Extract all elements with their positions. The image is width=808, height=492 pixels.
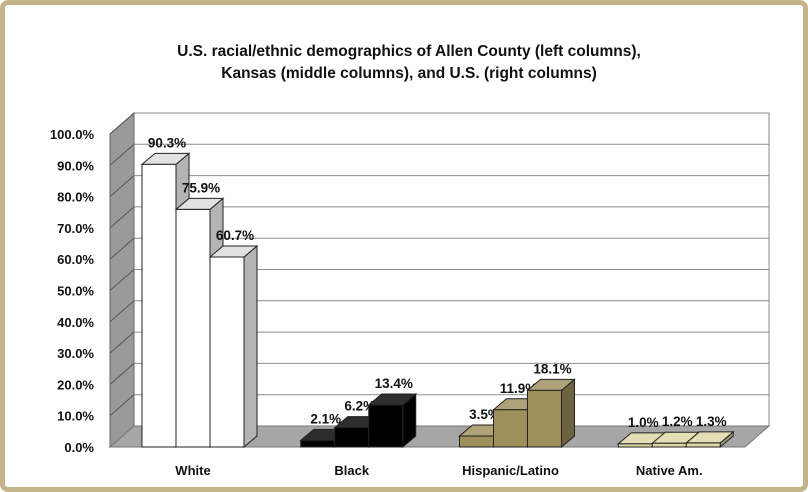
bar bbox=[685, 442, 721, 448]
bar bbox=[527, 389, 562, 448]
data-label: 60.7% bbox=[216, 228, 254, 243]
data-label: 75.9% bbox=[182, 180, 220, 195]
data-label: 13.4% bbox=[375, 376, 413, 391]
y-tick-label: 90.0% bbox=[57, 158, 94, 173]
gridline-side bbox=[109, 300, 135, 323]
bar bbox=[651, 442, 687, 448]
bar bbox=[617, 443, 653, 448]
chart-title-line-1: U.S. racial/ethnic demographics of Allen… bbox=[177, 43, 641, 60]
y-tick-label: 100.0% bbox=[50, 127, 95, 142]
x-tick-label: Native Am. bbox=[636, 463, 703, 478]
chart-title: U.S. racial/ethnic demographics of Allen… bbox=[5, 41, 808, 85]
y-tick-label: 50.0% bbox=[57, 284, 94, 299]
gridline-side bbox=[109, 269, 135, 291]
data-label: 1.0% bbox=[628, 415, 659, 430]
bar bbox=[493, 409, 528, 448]
y-tick-label: 30.0% bbox=[57, 346, 94, 361]
y-tick-label: 40.0% bbox=[57, 315, 94, 330]
gridline-side bbox=[109, 175, 135, 197]
y-tick-label: 10.0% bbox=[57, 409, 94, 424]
data-label: 6.2% bbox=[344, 399, 375, 414]
data-label: 1.3% bbox=[696, 414, 727, 429]
bar bbox=[459, 435, 494, 448]
gridline-side bbox=[109, 143, 135, 166]
gridline-side bbox=[109, 206, 135, 229]
data-label: 90.3% bbox=[148, 135, 186, 150]
y-tick-label: 60.0% bbox=[57, 252, 94, 267]
data-label: 18.1% bbox=[533, 361, 571, 376]
bar-side bbox=[561, 378, 575, 449]
data-label: 2.1% bbox=[310, 411, 341, 426]
bar bbox=[209, 256, 245, 448]
y-tick-label: 70.0% bbox=[57, 221, 94, 236]
bar bbox=[368, 404, 404, 448]
bar-side bbox=[243, 244, 258, 449]
gridline-side bbox=[109, 237, 135, 260]
data-label: 3.5% bbox=[469, 407, 500, 422]
x-tick-label: White bbox=[175, 463, 210, 478]
x-tick-label: Hispanic/Latino bbox=[462, 463, 559, 478]
y-tick-label: 80.0% bbox=[57, 190, 94, 205]
bar bbox=[300, 439, 336, 448]
bar bbox=[175, 208, 211, 448]
gridline-side bbox=[109, 394, 135, 417]
x-tick-label: Black bbox=[334, 463, 369, 478]
bar bbox=[141, 163, 177, 448]
gridline-side bbox=[109, 112, 135, 135]
y-tick-label: 0.0% bbox=[64, 440, 94, 455]
gridline-side bbox=[109, 363, 135, 385]
gridline-side bbox=[109, 331, 135, 354]
data-label: 1.2% bbox=[662, 414, 693, 429]
bar bbox=[334, 427, 370, 448]
chart-title-line-2: Kansas (middle columns), and U.S. (right… bbox=[221, 65, 597, 82]
y-tick-label: 20.0% bbox=[57, 377, 94, 392]
